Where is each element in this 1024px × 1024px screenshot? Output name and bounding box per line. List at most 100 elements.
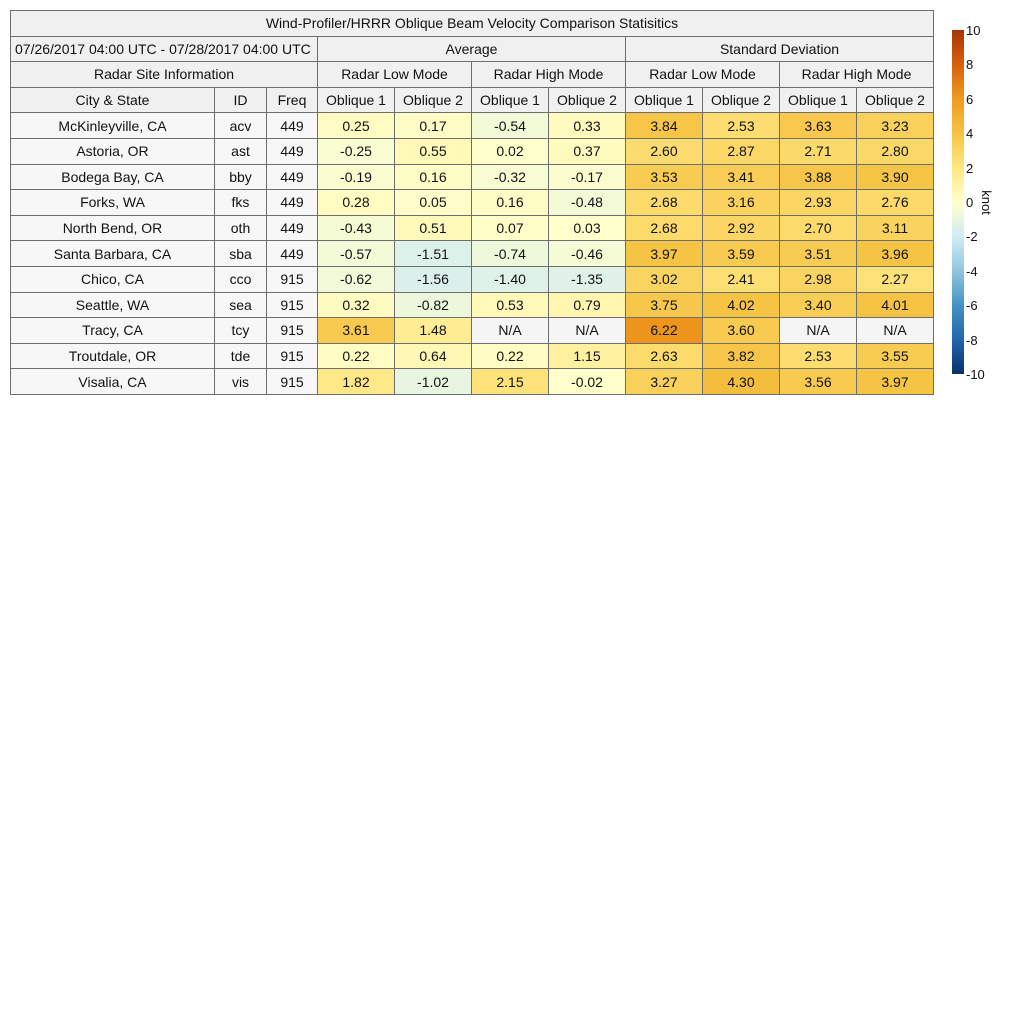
- value-cell: 2.93: [779, 189, 857, 216]
- group-header-std-dev: Standard Deviation: [625, 35, 934, 63]
- site-id-cell: sea: [214, 291, 267, 319]
- value-cell: -0.82: [394, 291, 472, 319]
- value-cell: 3.16: [702, 189, 780, 216]
- value-cell: 2.68: [625, 214, 703, 242]
- colorbar-tick-label: 6: [966, 91, 974, 107]
- site-city-cell: Troutdale, OR: [10, 342, 215, 370]
- site-id-cell: oth: [214, 214, 267, 242]
- value-cell: 2.87: [702, 137, 780, 165]
- colorbar-tick-label: 0: [966, 195, 974, 210]
- colorbar-units-label: knot: [978, 190, 994, 215]
- value-cell: 4.01: [856, 291, 934, 319]
- value-cell: 3.23: [856, 112, 934, 139]
- value-cell: -1.51: [394, 240, 472, 267]
- value-cell: -0.25: [317, 137, 395, 165]
- site-freq-cell: 915: [266, 291, 318, 319]
- column-header: ID: [214, 86, 267, 114]
- site-city-cell: McKinleyville, CA: [10, 112, 215, 139]
- value-cell: 1.15: [548, 342, 626, 370]
- group-header-average: Average: [317, 35, 626, 63]
- site-city-cell: Tracy, CA: [10, 317, 215, 344]
- value-cell: 3.41: [702, 163, 780, 191]
- value-cell: 3.56: [779, 368, 857, 395]
- value-cell: 2.63: [625, 342, 703, 370]
- site-id-cell: acv: [214, 112, 267, 139]
- value-cell: 4.30: [702, 368, 780, 395]
- stats-table: Wind-Profiler/HRRR Oblique Beam Velocity…: [10, 10, 934, 395]
- site-city-cell: Astoria, OR: [10, 137, 215, 165]
- value-cell: 0.32: [317, 291, 395, 319]
- value-cell: 3.11: [856, 214, 934, 242]
- value-cell: -0.19: [317, 163, 395, 191]
- value-cell: 0.05: [394, 189, 472, 216]
- table-row: Astoria, OR ast 449 -0.25 0.55 0.02 0.37 2.60 2.…: [10, 137, 934, 165]
- value-cell: N/A: [779, 317, 857, 344]
- site-city-cell: Santa Barbara, CA: [10, 240, 215, 267]
- value-cell: -0.54: [471, 112, 549, 139]
- table-title: Wind-Profiler/HRRR Oblique Beam Velocity…: [10, 10, 934, 37]
- value-cell: 3.96: [856, 240, 934, 267]
- value-cell: 3.02: [625, 265, 703, 293]
- table-row: Tracy, CA tcy 915 3.61 1.48 N/A N/A 6.22 3.60 N/A…: [10, 317, 934, 344]
- site-id-cell: tcy: [214, 317, 267, 344]
- value-cell: 3.97: [625, 240, 703, 267]
- site-city-cell: Bodega Bay, CA: [10, 163, 215, 191]
- value-cell: 3.63: [779, 112, 857, 139]
- mode-header: Radar High Mode: [471, 61, 626, 88]
- value-cell: 3.61: [317, 317, 395, 344]
- value-cell: 4.02: [702, 291, 780, 319]
- value-cell: -1.35: [548, 265, 626, 293]
- value-cell: 3.55: [856, 342, 934, 370]
- value-cell: 3.40: [779, 291, 857, 319]
- site-freq-cell: 915: [266, 265, 318, 293]
- site-freq-cell: 449: [266, 214, 318, 242]
- site-id-cell: tde: [214, 342, 267, 370]
- value-cell: 3.82: [702, 342, 780, 370]
- site-city-cell: Chico, CA: [10, 265, 215, 293]
- value-cell: 3.88: [779, 163, 857, 191]
- value-cell: 2.80: [856, 137, 934, 165]
- value-cell: 0.03: [548, 214, 626, 242]
- site-id-cell: cco: [214, 265, 267, 293]
- value-cell: 0.16: [471, 189, 549, 216]
- table-row: Bodega Bay, CA bby 449 -0.19 0.16 -0.32 -0.17 3…: [10, 163, 934, 191]
- site-freq-cell: 449: [266, 112, 318, 139]
- colorbar-tick-label: -8: [966, 332, 978, 348]
- value-cell: 3.75: [625, 291, 703, 319]
- colorbar-tick-label: 4: [966, 126, 974, 142]
- site-freq-cell: 449: [266, 137, 318, 165]
- table-row: Forks, WA fks 449 0.28 0.05 0.16 -0.48 2.68 3.16…: [10, 189, 934, 216]
- value-cell: 2.70: [779, 214, 857, 242]
- colorbar-tick-label: -10: [966, 367, 985, 382]
- site-freq-cell: 915: [266, 368, 318, 395]
- column-header-row: City & State ID Freq Oblique 1 Oblique 2 Obli…: [10, 86, 934, 114]
- date-range: 07/26/2017 04:00 UTC - 07/28/2017 04:00 …: [10, 35, 318, 63]
- table-row: Chico, CA cco 915 -0.62 -1.56 -1.40 -1.35 3.02 2…: [10, 265, 934, 293]
- value-cell: -0.43: [317, 214, 395, 242]
- column-header: Oblique 1: [471, 86, 549, 114]
- site-freq-cell: 449: [266, 240, 318, 267]
- site-id-cell: bby: [214, 163, 267, 191]
- value-cell: 2.98: [779, 265, 857, 293]
- site-city-cell: Visalia, CA: [10, 368, 215, 395]
- colorbar-tick-label: -2: [966, 229, 978, 245]
- colorbar: [952, 30, 964, 374]
- table-row: North Bend, OR oth 449 -0.43 0.51 0.07 0.03 2.6…: [10, 214, 934, 242]
- column-header: Oblique 2: [856, 86, 934, 114]
- value-cell: 6.22: [625, 317, 703, 344]
- value-cell: -1.56: [394, 265, 472, 293]
- value-cell: 1.82: [317, 368, 395, 395]
- value-cell: -0.57: [317, 240, 395, 267]
- table-body: McKinleyville, CA acv 449 0.25 0.17 -0.54 0.33…: [10, 112, 934, 395]
- site-freq-cell: 449: [266, 163, 318, 191]
- value-cell: -0.74: [471, 240, 549, 267]
- value-cell: 2.41: [702, 265, 780, 293]
- colorbar-tick-label: -6: [966, 298, 978, 314]
- value-cell: -0.02: [548, 368, 626, 395]
- site-info-header: Radar Site Information: [10, 61, 318, 88]
- value-cell: 0.02: [471, 137, 549, 165]
- site-city-cell: North Bend, OR: [10, 214, 215, 242]
- value-cell: 2.53: [702, 112, 780, 139]
- value-cell: -0.32: [471, 163, 549, 191]
- column-header: City & State: [10, 86, 215, 114]
